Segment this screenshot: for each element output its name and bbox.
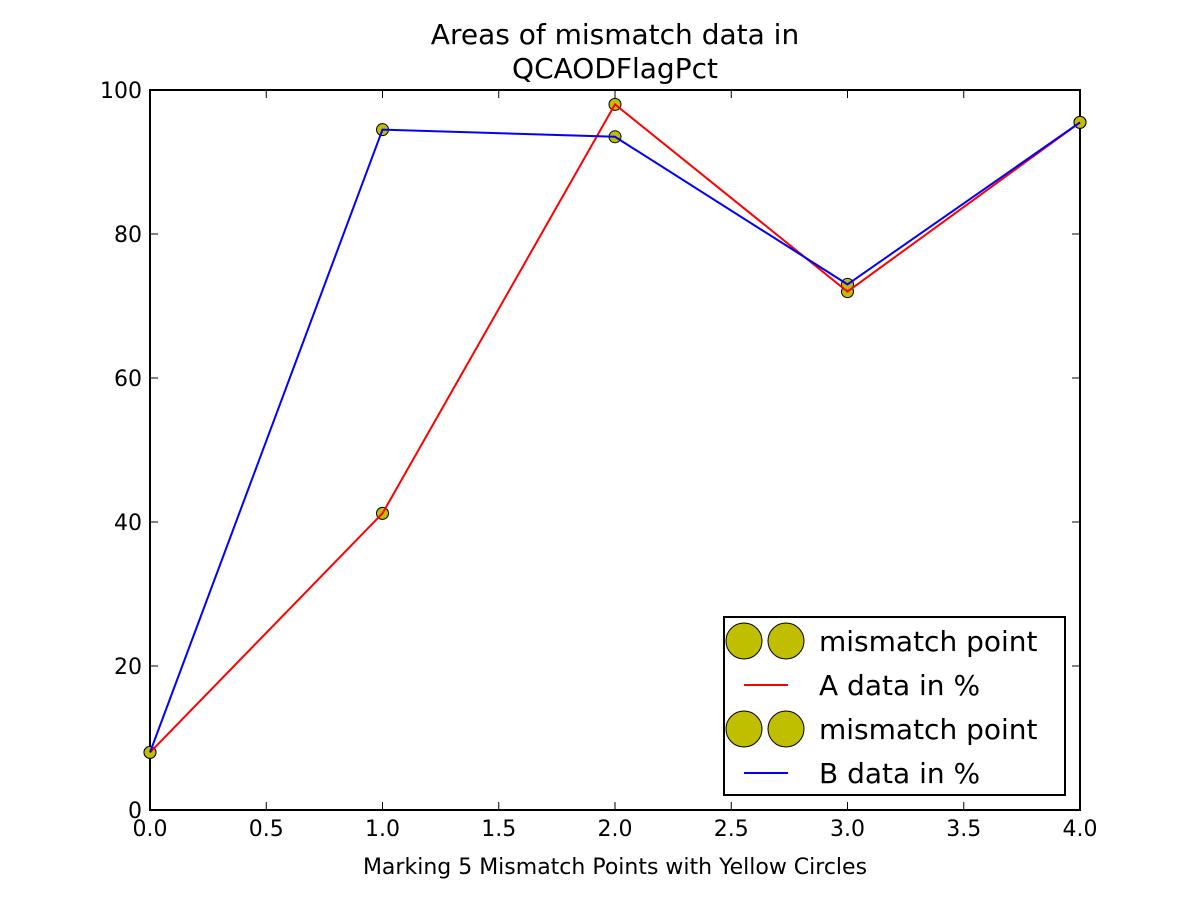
x-tick-label-0: 0.0 (133, 817, 168, 842)
legend: mismatch point A data in % mismatch poin… (723, 616, 1066, 796)
x-tick-label-5: 2.5 (714, 817, 749, 842)
x-tick-label-4: 2.0 (598, 817, 633, 842)
x-tick-label-6: 3.0 (830, 817, 865, 842)
chart-title-line-2: QCAODFlagPct (512, 52, 718, 85)
legend-marker-b-2 (767, 710, 805, 748)
series-a-line (149, 102, 1081, 754)
series-b-line (149, 121, 1081, 753)
x-tick-label-2: 1.0 (365, 817, 400, 842)
y-tick-label-5: 100 (100, 79, 142, 104)
legend-label-series-a: A data in % (819, 669, 980, 702)
legend-label-mismatch-point-a: mismatch point (819, 625, 1038, 658)
y-tick-label-1: 20 (114, 655, 142, 680)
legend-label-series-b: B data in % (819, 757, 980, 790)
legend-marker-b-1 (725, 710, 763, 748)
x-tick-label-3: 1.5 (481, 817, 516, 842)
x-tick-label-8: 4.0 (1063, 817, 1098, 842)
y-tick-label-3: 60 (114, 367, 142, 392)
y-tick-label-2: 40 (114, 511, 142, 536)
x-tick-label-7: 3.5 (946, 817, 981, 842)
legend-marker-a-1 (725, 622, 763, 660)
chart-title-line-1: Areas of mismatch data in (431, 18, 799, 51)
x-axis-label: Marking 5 Mismatch Points with Yellow Ci… (363, 855, 867, 880)
y-tick-label-4: 80 (114, 223, 142, 248)
x-tick-label-1: 0.5 (249, 817, 284, 842)
y-tick-label-0: 0 (128, 799, 142, 824)
legend-label-mismatch-point-b: mismatch point (819, 713, 1038, 746)
plot-area: 0.0 0.5 1.0 1.5 2.0 2.5 3.0 3.5 4.0 0 20 40 60 80 100 (100, 79, 1098, 842)
legend-marker-a-2 (767, 622, 805, 660)
